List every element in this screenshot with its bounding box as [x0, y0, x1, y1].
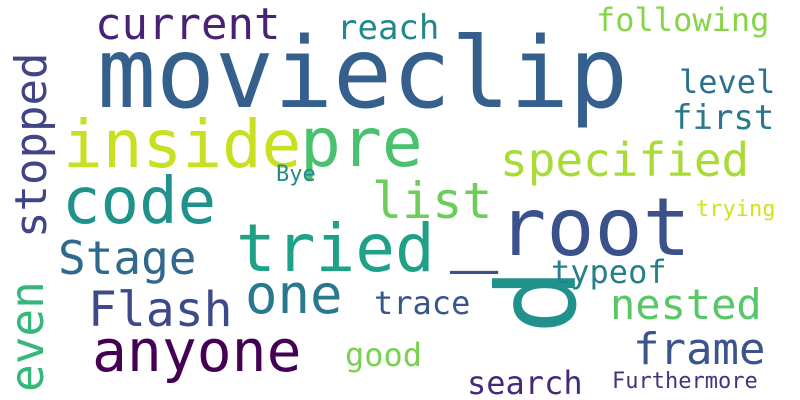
word-trace: trace [374, 284, 471, 322]
word-bye: Bye [276, 162, 316, 187]
word-list: list [372, 172, 493, 230]
word-flash: Flash [88, 282, 233, 338]
word-frame: frame [633, 324, 766, 375]
word-reach: reach [337, 8, 440, 48]
word-root: _root [450, 181, 691, 274]
word-stage: Stage [58, 231, 197, 285]
word-trying: trying [696, 197, 776, 222]
word-tried: tried [236, 210, 435, 287]
word-specified: specified [500, 133, 750, 187]
word-pre: pre [300, 104, 423, 183]
word-even: even [0, 281, 54, 392]
word-inside: inside [63, 106, 302, 183]
word-level: level [679, 63, 776, 101]
word-anyone: anyone [92, 317, 302, 385]
word-good: good [345, 336, 423, 374]
word-code: code [62, 165, 217, 239]
word-one: one [245, 263, 343, 326]
word-stopped: stopped [6, 52, 57, 238]
word-typeof: typeof [551, 253, 667, 291]
word-search: search [467, 364, 583, 400]
word-nested: nested [610, 280, 762, 329]
word-furthermore: Furthermore [612, 369, 758, 394]
word-movieclip: movieclip [97, 17, 629, 131]
word-first: first [672, 98, 775, 138]
word-following: following [596, 1, 770, 39]
word-current: current [95, 0, 281, 50]
